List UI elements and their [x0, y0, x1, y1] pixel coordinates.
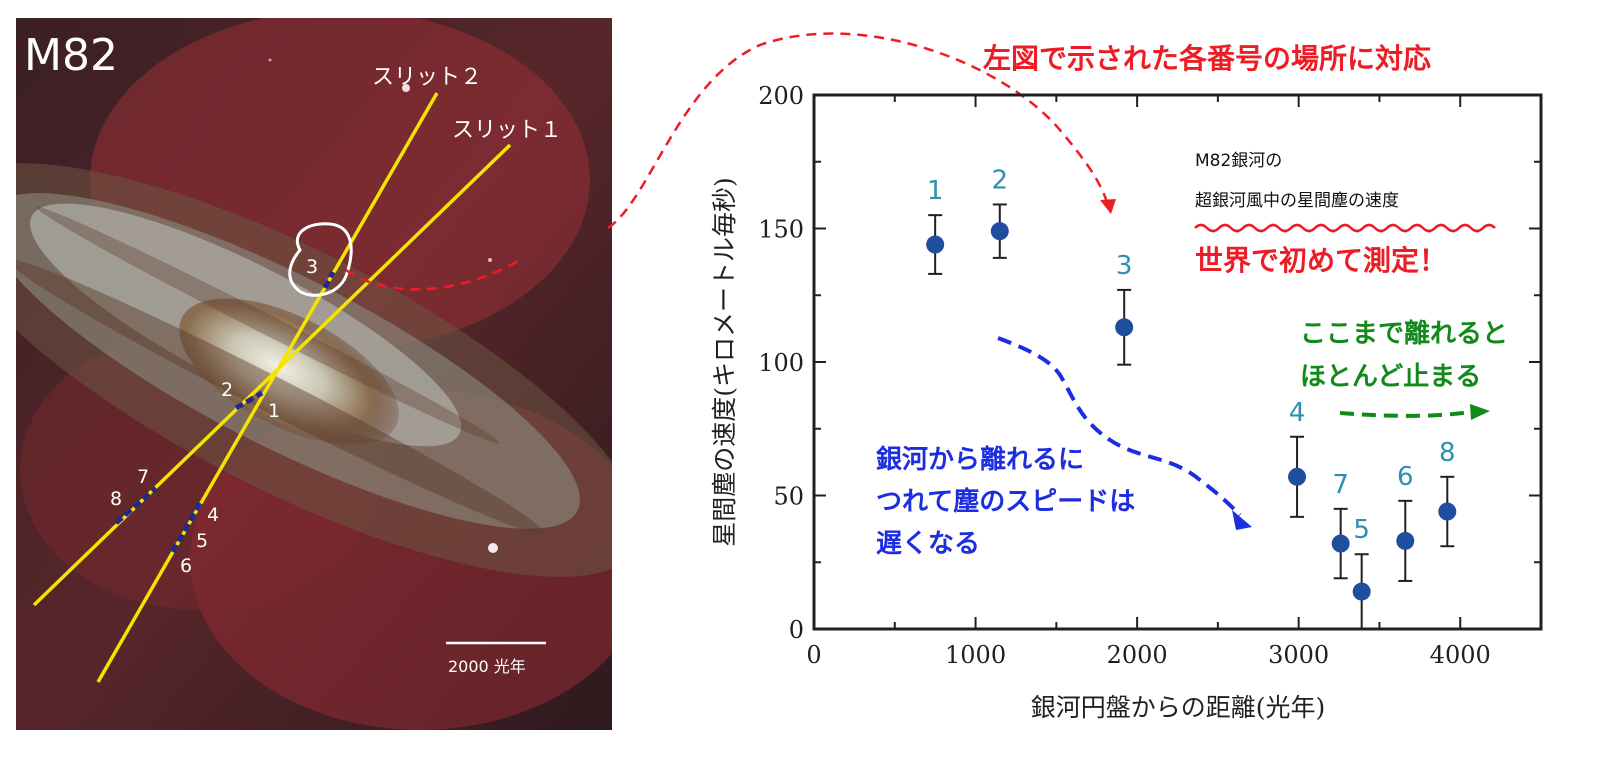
point-marker [1352, 582, 1371, 601]
y-tick-label: 150 [758, 216, 804, 244]
image-point-1: 1 [268, 400, 280, 422]
data-point-8: 8 [1438, 438, 1457, 548]
image-point-7: 7 [137, 466, 149, 488]
blue-note-line-2: つれて塵のスピードは [876, 487, 1135, 517]
y-tick-label: 200 [758, 82, 804, 110]
data-point-2: 2 [990, 165, 1009, 259]
point-label: 2 [992, 165, 1009, 195]
x-tick-label: 0 [806, 641, 821, 669]
y-tick-label: 50 [773, 483, 804, 511]
data-point-7: 7 [1331, 470, 1350, 580]
red-arrowhead [1100, 199, 1116, 214]
point-marker [990, 222, 1009, 241]
green-arrowhead [1470, 404, 1490, 420]
data-point-5: 5 [1352, 515, 1371, 630]
note-line-2: 超銀河風中の星間塵の速度 [1195, 191, 1399, 211]
green-dashed-arrow [1339, 410, 1471, 418]
green-note-line-1: ここまで離れると [1300, 318, 1508, 349]
galaxy-title: M82 [24, 30, 118, 81]
image-point-8: 8 [110, 488, 122, 510]
red-connector-lower [345, 258, 521, 291]
x-tick-label: 4000 [1430, 641, 1491, 669]
blue-note-line-3: 遅くなる [876, 529, 980, 559]
blue-dashed-arrow [997, 336, 1242, 517]
point-marker [1438, 502, 1457, 521]
image-point-4: 4 [207, 504, 219, 526]
point-label: 5 [1353, 515, 1370, 545]
red-wavy-underline [1194, 223, 1496, 233]
green-note-line-2: ほとんど止まる [1300, 362, 1481, 392]
slit-segments [114, 270, 336, 555]
tick-labels: 0 1000 2000 3000 4000 0 50 100 150 200 [758, 82, 1491, 669]
axis-ticks [813, 94, 1542, 630]
point-label: 1 [927, 176, 944, 206]
point-label: 8 [1439, 438, 1456, 468]
image-point-6: 6 [180, 555, 192, 577]
blue-arrowhead [1232, 510, 1252, 530]
red-highlight: 世界で初めて測定！ [1195, 244, 1447, 277]
y-tick-label: 100 [758, 349, 804, 377]
point-label: 6 [1397, 462, 1414, 492]
image-point-2: 2 [221, 379, 233, 401]
red-connector-upper [607, 32, 1110, 230]
point-marker [1115, 318, 1134, 337]
data-point-6: 6 [1396, 462, 1415, 582]
note-line-1: M82銀河の [1195, 151, 1282, 171]
point-marker [1288, 467, 1307, 486]
slit-2-label: スリット２ [372, 65, 482, 90]
y-tick-label: 0 [789, 616, 804, 644]
x-tick-label: 1000 [945, 641, 1006, 669]
galaxy-image [16, 18, 612, 730]
y-axis-label: 星間塵の速度(キロメートル毎秒) [710, 177, 739, 547]
top-red-note: 左図で示された各番号の場所に対応 [983, 42, 1431, 75]
slit-1-label: スリット１ [452, 118, 562, 143]
point-marker [1331, 534, 1350, 553]
point-label: 4 [1289, 398, 1306, 428]
point-marker [926, 235, 945, 254]
data-point-3: 3 [1115, 251, 1134, 366]
x-tick-label: 3000 [1268, 641, 1329, 669]
slit-1-line [32, 143, 512, 607]
x-axis-label: 銀河円盤からの距離(光年) [1031, 693, 1326, 722]
image-point-5: 5 [196, 530, 208, 552]
point-label: 7 [1332, 470, 1349, 500]
slit-2-line [96, 92, 439, 683]
data-point-4: 4 [1288, 398, 1307, 518]
point-marker [1396, 531, 1415, 550]
data-point-1: 1 [926, 176, 945, 275]
point-label: 3 [1116, 251, 1133, 281]
scale-bar-label: 2000 光年 [448, 657, 526, 676]
blue-note-line-1: 銀河から離れるに [876, 444, 1084, 475]
image-point-3: 3 [306, 256, 318, 278]
point-3-circle [288, 222, 353, 297]
x-tick-label: 2000 [1107, 641, 1168, 669]
